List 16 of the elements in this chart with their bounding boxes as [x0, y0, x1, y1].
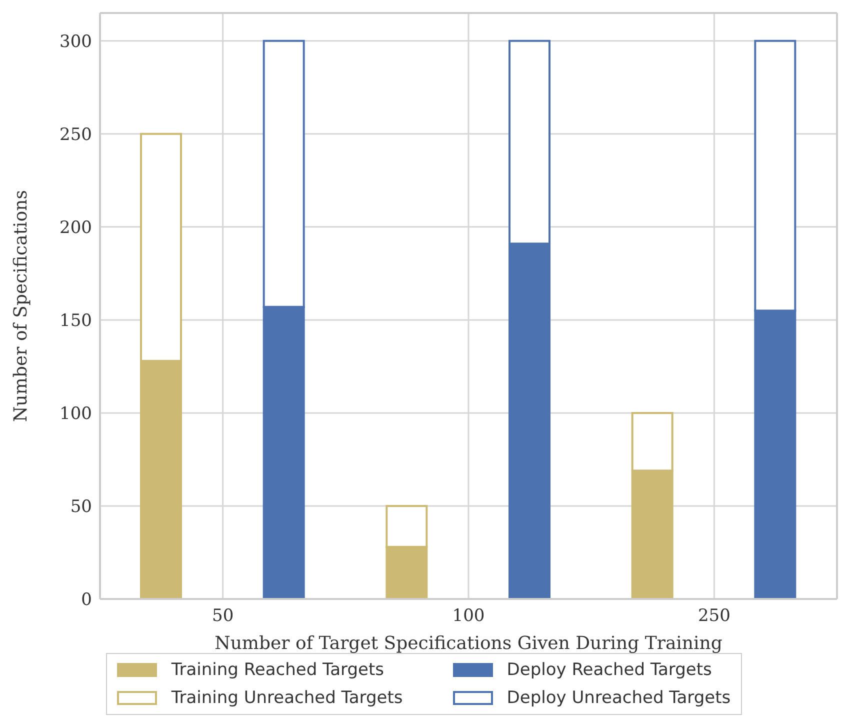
y-tick-label: 250 — [60, 124, 92, 145]
y-tick-label: 300 — [60, 32, 92, 52]
x-tick-label: 100 — [452, 606, 485, 626]
legend-label: Training Unreached Targets — [171, 688, 403, 708]
legend-label: Training Reached Targets — [171, 660, 384, 680]
y-tick-label: 100 — [60, 404, 92, 424]
y-tick-label: 150 — [60, 310, 92, 331]
legend-label: Deploy Unreached Targets — [506, 688, 731, 708]
x-tick-label: 250 — [698, 606, 730, 626]
x-tick-label: 50 — [212, 606, 234, 626]
y-tick-label: 0 — [81, 590, 92, 610]
y-axis-title: Number of Specifications — [10, 190, 32, 422]
y-tick-label: 200 — [60, 218, 92, 238]
x-axis-title: Number of Target Specifications Given During Training — [214, 633, 722, 654]
legend-label: Deploy Reached Targets — [506, 660, 712, 680]
y-tick-label: 50 — [70, 497, 92, 518]
